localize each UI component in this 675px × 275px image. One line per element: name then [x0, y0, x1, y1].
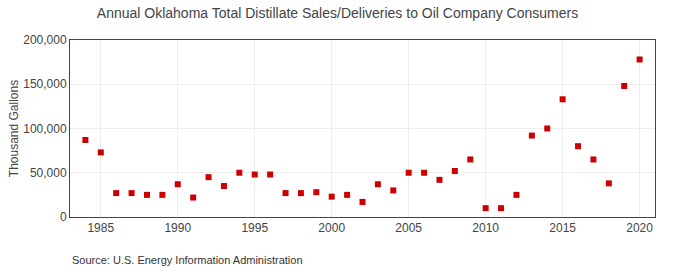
svg-text:1990: 1990: [164, 221, 191, 235]
svg-text:2000: 2000: [318, 221, 345, 235]
svg-text:2015: 2015: [549, 221, 576, 235]
svg-text:200,000: 200,000: [23, 33, 67, 47]
svg-text:Source: U.S. Energy Informatio: Source: U.S. Energy Information Administ…: [72, 254, 303, 266]
svg-text:Annual Oklahoma Total Distilla: Annual Oklahoma Total Distillate Sales/D…: [97, 5, 578, 21]
svg-text:2020: 2020: [626, 221, 653, 235]
svg-text:2010: 2010: [472, 221, 499, 235]
svg-text:1995: 1995: [241, 221, 268, 235]
svg-text:1985: 1985: [87, 221, 114, 235]
svg-text:0: 0: [60, 210, 67, 224]
svg-text:50,000: 50,000: [30, 166, 67, 180]
svg-text:2005: 2005: [395, 221, 422, 235]
svg-text:150,000: 150,000: [23, 77, 67, 91]
svg-text:Thousand Gallons: Thousand Gallons: [7, 80, 21, 177]
svg-text:100,000: 100,000: [23, 122, 67, 136]
